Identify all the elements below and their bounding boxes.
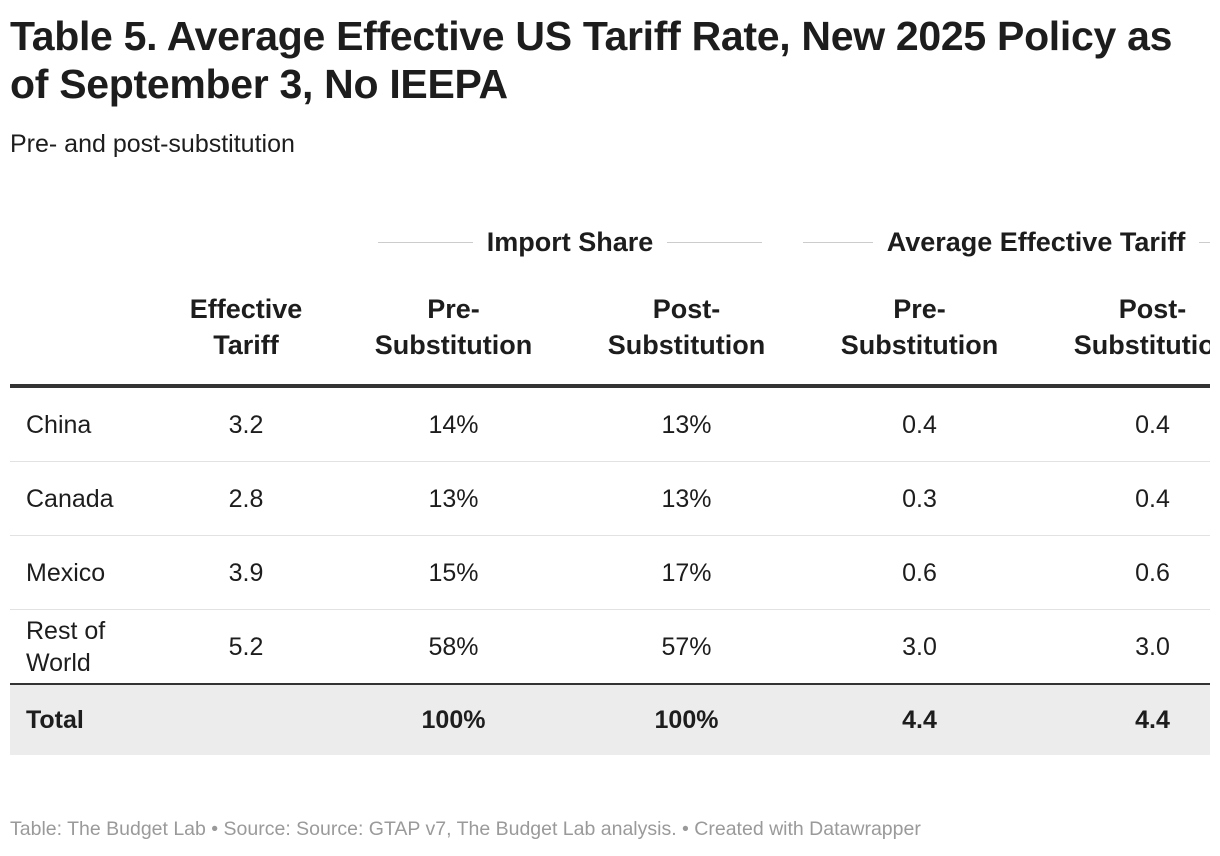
group-header: Average Effective Tariff [803,212,1210,264]
column-header: Pre- Substitution [337,264,570,388]
title: Table 5. Average Effective US Tariff Rat… [10,13,1173,107]
cell: 0.6 [1036,535,1210,610]
label-line: Canada [26,484,114,513]
cell: 3.0 [803,609,1037,685]
header-line: Pre- [893,294,946,324]
column-header: Effective Tariff [155,264,337,388]
cell: 0.6 [803,535,1037,610]
header-line: Tariff [213,330,279,360]
cell: 15% [337,535,570,610]
total-cell: 4.4 [1036,683,1210,755]
label-line: World [26,648,91,677]
cell: 14% [337,386,570,462]
label-line: Rest of [26,616,106,645]
cell: 3.9 [155,535,337,610]
group-label: Import Share [337,224,803,260]
row: China 3.2 14% 13% 0.4 0.4 [10,386,1210,462]
table: Import Share Average Effective Tariff Effe… [10,212,1210,755]
header-line: Substitution [374,330,533,360]
cell: 57% [570,609,804,685]
group-label: Average Effective Tariff [803,224,1210,260]
header-line: Post- [652,294,721,324]
row: Mexico 3.9 15% 17% 0.6 0.6 [10,535,1210,610]
cell: 17% [570,535,804,610]
cell: 13% [570,461,804,536]
group-header: Import Share [337,212,803,264]
subtitle: Pre- and post-substitution [10,130,295,158]
cell: 58% [337,609,570,685]
label-line: China [26,410,92,439]
column-header: Pre- Substitution [803,264,1037,388]
cell: 2.8 [155,461,337,536]
total-label: Total [10,683,155,755]
row: Canada 2.8 13% 13% 0.3 0.4 [10,461,1210,536]
blank [10,212,337,264]
row-label: Mexico [10,535,155,610]
cell: 0.4 [1036,461,1210,536]
row: Rest of World 5.2 58% 57% 3.0 3.0 [10,609,1210,685]
row-label: Canada [10,461,155,536]
group-row: Import Share Average Effective Tariff [10,212,1210,264]
row-label: Rest of World [10,609,155,685]
total-cell: 100% [337,683,570,755]
cell: 13% [570,386,804,462]
cell: 0.3 [803,461,1037,536]
cell: 0.4 [803,386,1037,462]
total-cell: 100% [570,683,804,755]
cell: 3.0 [1036,609,1210,685]
header-row: Effective Tariff Pre- Substitution Post- Subs… [10,264,1210,388]
header-line: Substitution [1073,330,1210,360]
header-line: Substitution [607,330,766,360]
cell: 5.2 [155,609,337,685]
blank [10,264,155,388]
header-line: Effective [189,294,303,324]
footer: Table: The Budget Lab • Source: Source: … [10,818,921,840]
total-cell: 4.4 [803,683,1037,755]
cell: 13% [337,461,570,536]
table-wrap: Import Share Average Effective Tariff Effe… [10,212,1210,755]
empty-cell [155,683,337,755]
header-line: Pre- [427,294,480,324]
column-header: Post- Substitution [1036,264,1210,388]
total-row: Total 100% 100% 4.4 4.4 [10,683,1210,755]
row-label: China [10,386,155,462]
cell: 3.2 [155,386,337,462]
label-line: Mexico [26,558,106,587]
column-header: Post- Substitution [570,264,804,388]
header-line: Substitution [840,330,999,360]
cell: 0.4 [1036,386,1210,462]
header-line: Post- [1118,294,1187,324]
